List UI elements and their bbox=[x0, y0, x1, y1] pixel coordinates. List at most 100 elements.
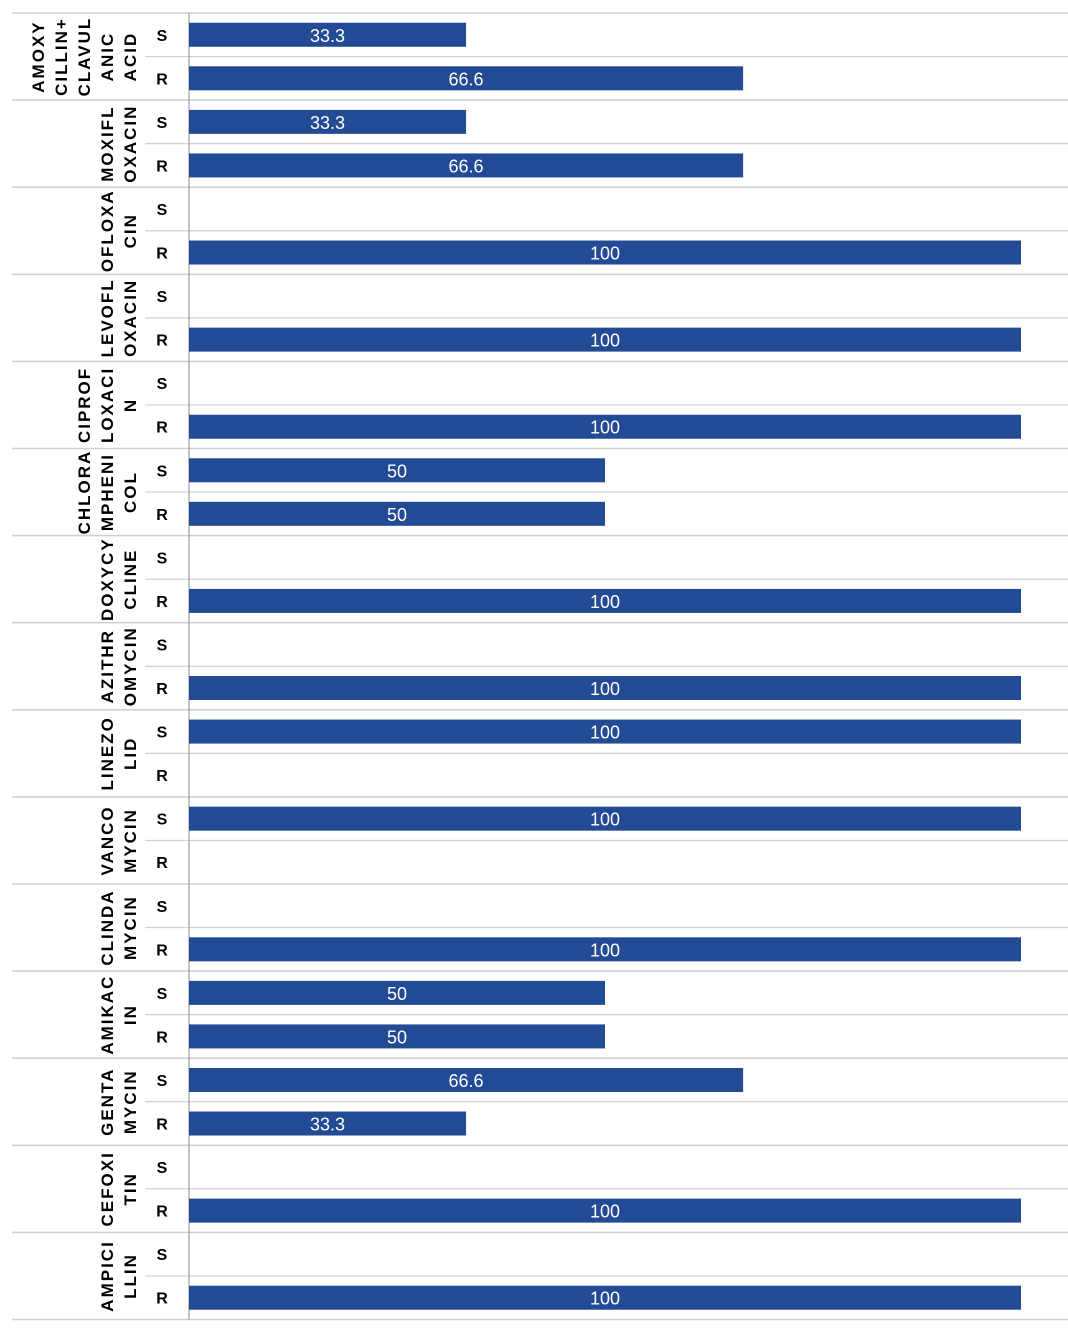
group-label-line: CLAVUL bbox=[75, 17, 94, 97]
row-tick-label: S bbox=[157, 812, 168, 829]
row-tick-label: R bbox=[156, 768, 168, 785]
bar bbox=[189, 240, 1021, 265]
group-label-line: LINEZO bbox=[98, 716, 117, 790]
group-label-line: LEVOFL bbox=[98, 278, 117, 357]
bar-data-label: 100 bbox=[590, 592, 620, 612]
row-tick-label: S bbox=[157, 637, 168, 654]
group-label-line: N bbox=[121, 398, 140, 412]
bar-data-label: 100 bbox=[590, 418, 620, 438]
group-label-line: CLINDA bbox=[98, 889, 117, 965]
group-label-line: CLINE bbox=[121, 549, 140, 610]
group-label-line: GENTA bbox=[98, 1068, 117, 1136]
label-layer: AMOXY CILLIN+ CLAVUL ANIC ACID S 33.3 R 66.6 MOXI… bbox=[29, 17, 620, 1312]
row-tick-label: R bbox=[156, 1204, 168, 1221]
group-label-line: AMOXY bbox=[29, 20, 48, 92]
group-label-line: CHLORA bbox=[75, 450, 94, 535]
grid-layer bbox=[12, 12, 1068, 1321]
bar bbox=[189, 501, 605, 526]
row-tick-label: R bbox=[156, 681, 168, 698]
row-tick-label: S bbox=[157, 202, 168, 219]
bar-data-label: 66.6 bbox=[449, 1071, 484, 1091]
row-tick-label: S bbox=[157, 725, 168, 742]
bar bbox=[189, 1285, 1021, 1310]
group-label-line: OXACIN bbox=[121, 105, 140, 183]
group-label-line: COL bbox=[121, 471, 140, 513]
bar bbox=[189, 153, 744, 178]
group-label-line: CEFOXI bbox=[98, 1151, 117, 1226]
group-label-line: LLIN bbox=[121, 1253, 140, 1299]
row-tick-label: R bbox=[156, 1029, 168, 1046]
bar-data-label: 100 bbox=[590, 810, 620, 830]
bar bbox=[189, 588, 1021, 613]
bar-data-label: 100 bbox=[590, 331, 620, 351]
group-label-line: LOXACI bbox=[98, 367, 117, 443]
row-tick-label: R bbox=[156, 158, 168, 175]
bar bbox=[189, 327, 1021, 352]
row-tick-label: R bbox=[156, 507, 168, 524]
bar bbox=[189, 109, 467, 134]
row-tick-label: S bbox=[157, 899, 168, 916]
bar-data-label: 50 bbox=[387, 505, 407, 525]
bar bbox=[189, 66, 744, 91]
row-tick-label: S bbox=[157, 550, 168, 567]
bar bbox=[189, 22, 467, 47]
bar-data-label: 33.3 bbox=[310, 113, 345, 133]
group-label-line: CILLIN+ bbox=[52, 17, 71, 96]
row-tick-label: S bbox=[157, 463, 168, 480]
group-label-line: ACID bbox=[121, 32, 140, 82]
group-label-line: CIN bbox=[121, 213, 140, 248]
group-label-line: DOXYCY bbox=[98, 537, 117, 621]
bar bbox=[189, 980, 605, 1005]
bar-data-label: 66.6 bbox=[449, 69, 484, 89]
bar-data-label: 100 bbox=[590, 679, 620, 699]
row-tick-label: S bbox=[157, 376, 168, 393]
group-label-line: VANCO bbox=[98, 805, 117, 875]
bar bbox=[189, 806, 1021, 831]
row-tick-label: R bbox=[156, 333, 168, 350]
bar bbox=[189, 937, 1021, 962]
group-label-line: IN bbox=[121, 1004, 140, 1025]
row-tick-label: S bbox=[157, 1160, 168, 1177]
bar bbox=[189, 458, 605, 483]
group-label-line: MYCIN bbox=[121, 1069, 140, 1134]
bar-data-label: 50 bbox=[387, 984, 407, 1004]
group-label-line: ANIC bbox=[98, 32, 117, 82]
bar-data-label: 100 bbox=[590, 1289, 620, 1309]
bar bbox=[189, 414, 1021, 439]
bar-data-label: 100 bbox=[590, 723, 620, 743]
bar bbox=[189, 1067, 744, 1092]
row-tick-label: S bbox=[157, 289, 168, 306]
bar bbox=[189, 676, 1021, 701]
row-tick-label: R bbox=[156, 1291, 168, 1308]
row-tick-label: S bbox=[157, 986, 168, 1003]
row-tick-label: S bbox=[157, 1247, 168, 1264]
group-label-line: MOXIFL bbox=[98, 106, 117, 182]
row-tick-label: R bbox=[156, 71, 168, 88]
bar bbox=[189, 1111, 467, 1136]
group-label-line: OFLOXA bbox=[98, 189, 117, 272]
row-tick-label: R bbox=[156, 942, 168, 959]
group-label-line: AMIKAC bbox=[98, 975, 117, 1055]
bar-data-label: 33.3 bbox=[310, 1115, 345, 1135]
row-tick-label: R bbox=[156, 420, 168, 437]
group-label-line: OMYCIN bbox=[121, 626, 140, 706]
row-tick-label: S bbox=[157, 1073, 168, 1090]
bar bbox=[189, 1024, 605, 1049]
group-label-line: TIN bbox=[121, 1172, 140, 1205]
bar-data-label: 100 bbox=[590, 244, 620, 264]
group-label-line: CIPROF bbox=[75, 367, 94, 443]
group-label-line: MYCIN bbox=[121, 808, 140, 873]
group-label-line: AZITHR bbox=[98, 629, 117, 703]
group-label-line: MPHENI bbox=[98, 453, 117, 531]
bar-layer bbox=[189, 22, 1021, 1310]
row-tick-label: S bbox=[157, 115, 168, 132]
bar-data-label: 33.3 bbox=[310, 26, 345, 46]
row-tick-label: R bbox=[156, 246, 168, 263]
bar-data-label: 50 bbox=[387, 1027, 407, 1047]
bar-data-label: 100 bbox=[590, 1202, 620, 1222]
row-tick-label: R bbox=[156, 855, 168, 872]
group-label-line: MYCIN bbox=[121, 895, 140, 960]
bar bbox=[189, 1198, 1021, 1223]
bar-data-label: 66.6 bbox=[449, 156, 484, 176]
